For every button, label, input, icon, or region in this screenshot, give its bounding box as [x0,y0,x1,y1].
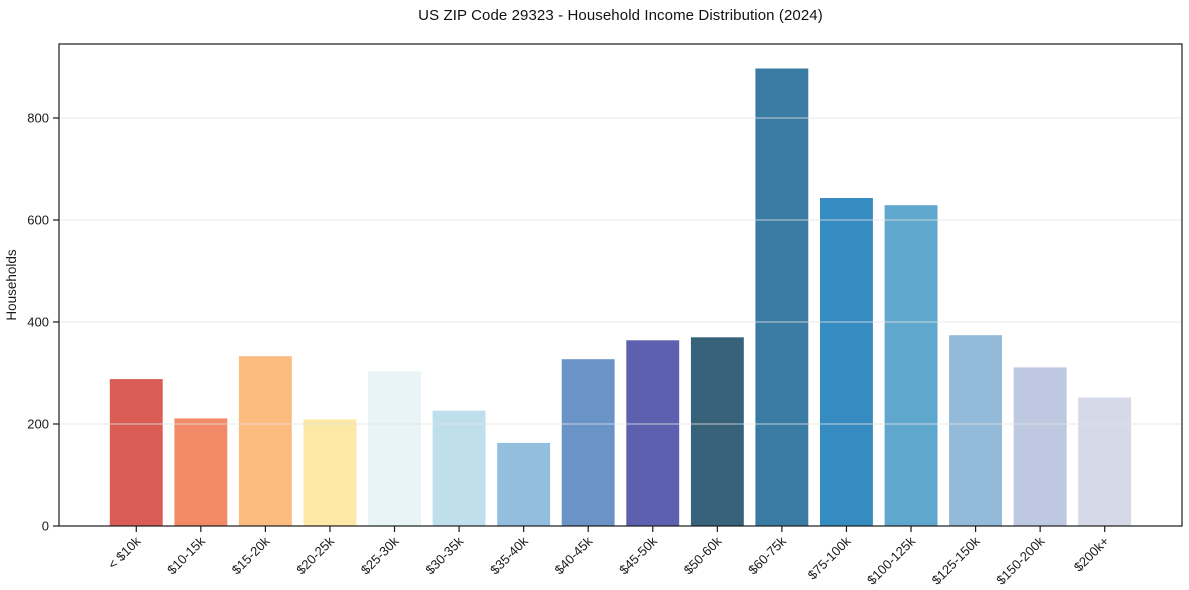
x-tick-label-$100-125k: $100-125k [864,533,918,587]
y-tick-label-0: 0 [42,519,49,534]
x-tick-label-$75-100k: $75-100k [805,533,854,582]
bar-$150-200k [1013,367,1067,526]
bar-$25-30k [368,371,421,526]
bar-$200k+ [1078,397,1132,526]
bar-$40-45k [561,359,615,526]
x-tick-label-< $10k: < $10k [105,533,144,572]
plot-frame [58,43,1183,527]
bar-$30-35k [432,410,486,526]
bar-< $10k [109,379,163,526]
bar-$60-75k [755,68,809,526]
x-tick-label-$40-45k: $40-45k [551,533,595,577]
bar-$100-125k [884,205,938,526]
y-tick-label-800: 800 [27,110,49,125]
bar-$35-40k [497,442,551,526]
x-tick-label-$200k+: $200k+ [1071,534,1112,575]
x-tick-label-$125-150k: $125-150k [929,533,983,587]
y-tick-label-200: 200 [27,416,49,431]
y-axis-label: Households [4,249,19,321]
x-tick-label-$15-20k: $15-20k [229,533,273,577]
x-tick-label-$25-30k: $25-30k [358,533,402,577]
x-tick-label-$60-75k: $60-75k [745,533,789,577]
x-tick-label-$50-60k: $50-60k [681,533,725,577]
bar-$50-60k [690,337,744,526]
x-tick-label-$10-15k: $10-15k [164,533,208,577]
bar-$125-150k [949,335,1002,526]
x-tick-label-$20-25k: $20-25k [293,533,337,577]
x-tick-label-$45-50k: $45-50k [616,533,660,577]
y-tick-label-400: 400 [27,314,49,329]
y-tick-label-600: 600 [27,212,49,227]
x-tick-label-$30-35k: $30-35k [422,533,466,577]
bar-$75-100k [820,198,873,526]
bar-$20-25k [303,419,357,526]
chart-title: US ZIP Code 29323 - Household Income Dis… [418,7,823,24]
bar-$45-50k [626,340,680,526]
bar-$10-15k [174,418,228,526]
x-tick-label-$35-40k: $35-40k [487,533,531,577]
bar-$15-20k [238,356,292,526]
x-tick-label-$150-200k: $150-200k [993,533,1047,587]
